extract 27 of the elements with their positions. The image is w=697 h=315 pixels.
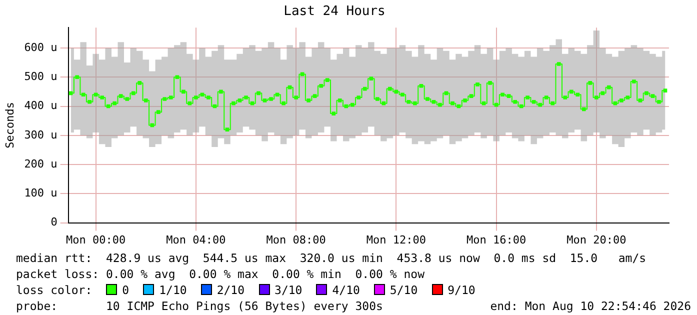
text: packet loss: 0.00 % avg 0.00 % max 0.00 % min 0.00 % now [16,266,426,282]
chart-title: Last 24 Hours [284,4,386,20]
legend-title: loss color: [16,283,92,297]
legend-label: 2/10 [216,283,245,297]
legend-label: 9/10 [448,283,476,297]
legend-label: 3/10 [274,283,302,297]
y-tick-label: 500 u [24,70,58,83]
y-axis-title: Seconds [3,102,16,148]
y-tick-label: 400 u [24,99,58,112]
y-tick-label: 600 u [24,40,58,54]
x-tick-label: Mon 00:00 [66,233,126,246]
text: probe: 10 ICMP Echo Pings (56 Bytes) every 300s [16,299,383,313]
text: median rtt: 428.9 us avg 544.5 us max 320.0 us min 453.8 us now 0.0 ms sd 15.0 am/s [16,250,648,266]
x-tick-label: Mon 04:00 [166,233,226,246]
text: end: Mon Aug 10 22:54:46 2026 [490,298,691,314]
x-tick-label: Mon 20:00 [566,233,626,246]
y-tick-label: 0 [50,216,58,229]
legend-label: 0 [122,283,130,297]
x-tick-label: Mon 16:00 [466,233,526,246]
legend-label: 4/10 [332,283,360,297]
y-tick-label: 100 u [24,186,58,200]
x-tick-label: Mon 12:00 [366,233,426,246]
legend-label: 5/10 [390,283,418,297]
y-tick-label: 300 u [24,128,58,142]
y-tick-label: 200 u [24,157,58,170]
x-tick-label: Mon 08:00 [266,233,326,246]
legend-label: 1/10 [159,283,187,297]
